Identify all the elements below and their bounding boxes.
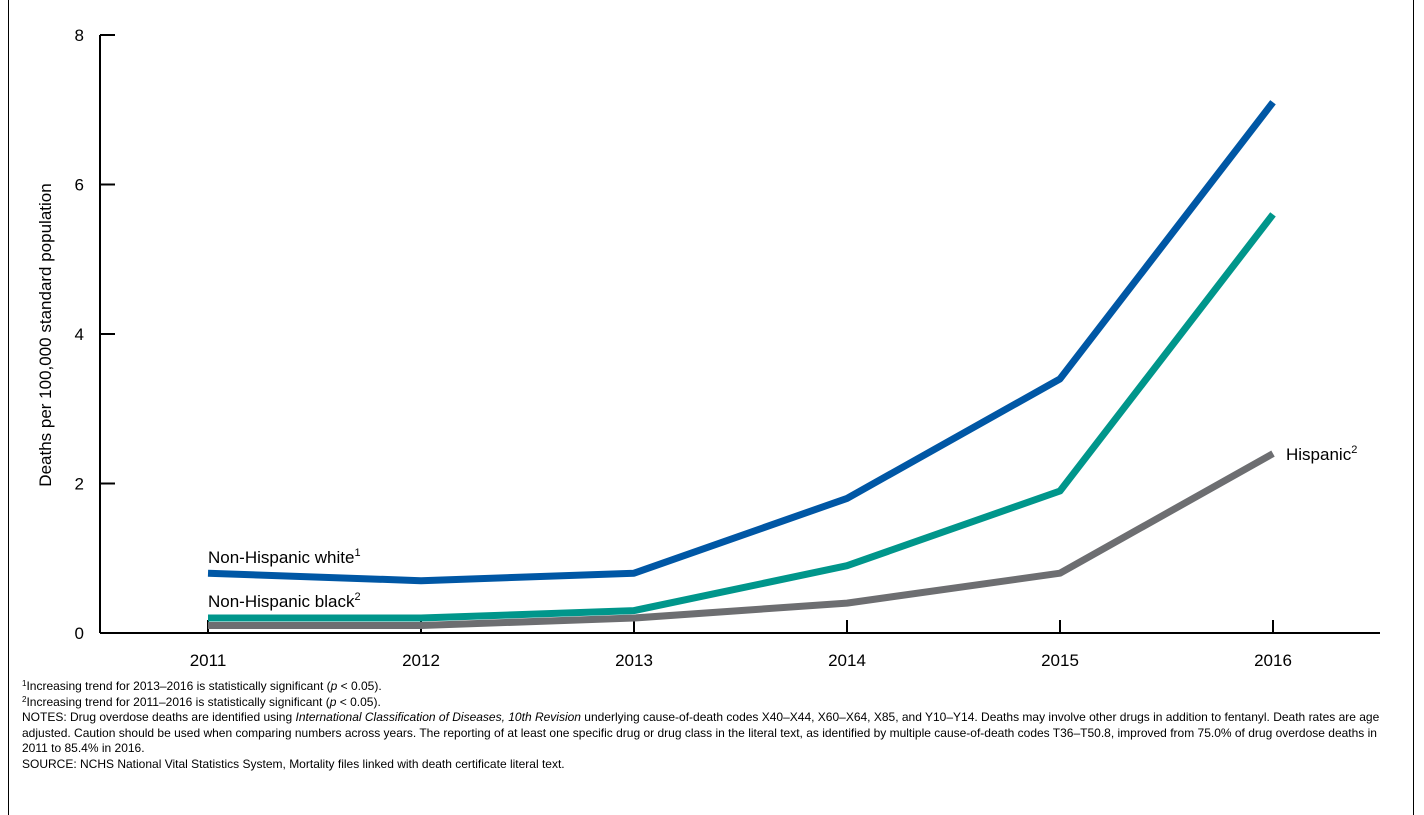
series-name: Non-Hispanic white	[208, 548, 354, 567]
footnote-1-p: p	[330, 679, 338, 693]
notes: NOTES: Drug overdose deaths are identifi…	[22, 710, 1402, 757]
line-hispanic	[208, 450, 1275, 629]
line-chart: 0 2 4 6 8 2011 2012 2013 2014 2015 2016 Non-Hispan…	[36, 26, 1380, 670]
x-tick-label: 2015	[1041, 651, 1079, 670]
footnote-1-marker: 1	[22, 679, 27, 688]
footnote-1-text-end: < 0.05).	[337, 679, 382, 693]
label-non-hispanic-black: Non-Hispanic black2	[208, 591, 361, 611]
x-tick-label: 2016	[1254, 651, 1292, 670]
notes-prefix: NOTES: Drug overdose deaths are identifi…	[22, 710, 296, 724]
y-tick-label: 6	[75, 176, 84, 195]
series-footnote-marker: 1	[354, 547, 360, 559]
series-lines	[207, 100, 1276, 629]
notes-suffix: underlying cause-of-death codes X40–X44,…	[22, 710, 1380, 755]
series-footnote-marker: 2	[1351, 444, 1357, 456]
line-non-hispanic-black	[208, 212, 1276, 622]
label-non-hispanic-white: Non-Hispanic white1	[208, 547, 361, 567]
footnote-1: 1Increasing trend for 2013–2016 is stati…	[22, 679, 1402, 695]
notes-italic: International Classification of Diseases…	[295, 710, 581, 724]
x-tick-label: 2011	[190, 651, 227, 670]
y-tick-label: 4	[75, 325, 84, 344]
footnote-2-p: p	[329, 694, 337, 709]
x-tick-label: 2012	[402, 651, 440, 670]
footnote-2-text-end: < 0.05).	[336, 694, 381, 709]
footnote-2: 2Increasing trend for 2011–2016 is stati…	[22, 695, 1402, 711]
y-axis-label: Deaths per 100,000 standard population	[36, 183, 55, 486]
footnote-2-text: Increasing trend for 2011–2016 is statis…	[26, 694, 330, 709]
figure-frame	[8, 0, 1414, 815]
footnote-2-marker: 2	[22, 694, 27, 704]
footnotes: 1Increasing trend for 2013–2016 is stati…	[22, 679, 1402, 772]
series-name: Hispanic	[1286, 445, 1352, 464]
source-note: SOURCE: NCHS National Vital Statistics S…	[22, 756, 565, 771]
y-tick-label: 0	[75, 624, 84, 643]
x-tick-label: 2013	[615, 651, 653, 670]
footnote-1-text: Increasing trend for 2013–2016 is statis…	[26, 679, 331, 693]
y-tick-label: 2	[75, 475, 84, 494]
series-footnote-marker: 2	[354, 591, 360, 603]
label-hispanic: Hispanic2	[1286, 444, 1357, 464]
line-non-hispanic-white	[207, 100, 1276, 585]
series-name: Non-Hispanic black	[208, 592, 355, 611]
y-tick-label: 8	[75, 26, 84, 45]
x-tick-label: 2014	[828, 651, 866, 670]
